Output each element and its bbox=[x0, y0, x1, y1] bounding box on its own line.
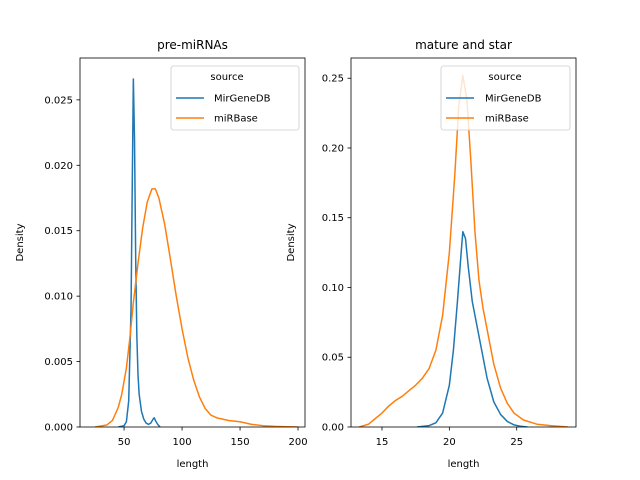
x-tick-label: 200 bbox=[288, 437, 307, 448]
x-tick-label: 20 bbox=[443, 437, 456, 448]
series-line-mirgenedb bbox=[416, 230, 528, 427]
y-axis-label: Density bbox=[286, 223, 297, 261]
legend: source MirGeneDB miRBase bbox=[440, 65, 571, 131]
y-axis-label: Density bbox=[15, 223, 26, 261]
legend-box bbox=[440, 65, 571, 131]
series-line-mirgenedb bbox=[118, 78, 161, 427]
chart-title: pre-miRNAs bbox=[157, 38, 228, 52]
x-axis-label: length bbox=[448, 459, 480, 470]
legend-label: MirGeneDB bbox=[214, 94, 271, 105]
y-tick-label: 0.020 bbox=[44, 161, 73, 172]
axes-frame bbox=[350, 57, 577, 428]
legend-label: miRBase bbox=[214, 114, 258, 125]
y-tick-label: 0.005 bbox=[44, 357, 73, 368]
y-tick-label: 0.25 bbox=[322, 74, 344, 85]
legend: source MirGeneDB miRBase bbox=[170, 65, 300, 131]
x-tick-label: 15 bbox=[376, 437, 389, 448]
legend-title: source bbox=[488, 72, 521, 83]
x-tick-label: 100 bbox=[173, 437, 192, 448]
x-tick-label: 50 bbox=[118, 437, 131, 448]
y-tick-label: 0.20 bbox=[322, 143, 344, 154]
x-tick-label: 150 bbox=[231, 437, 250, 448]
y-tick-label: 0.000 bbox=[44, 423, 73, 434]
legend-box bbox=[170, 65, 300, 131]
y-tick-label: 0.010 bbox=[44, 292, 73, 303]
legend-label: miRBase bbox=[485, 114, 529, 125]
y-tick-label: 0.05 bbox=[322, 353, 344, 364]
legend-title: source bbox=[210, 72, 243, 83]
series-line-mirbase bbox=[94, 188, 299, 427]
chart-panel-1: 50 100 150 200 0.000 0.005 0.010 0.015 0.020 0.02… bbox=[15, 38, 308, 470]
legend-label: MirGeneDB bbox=[485, 94, 542, 105]
y-tick-label: 0.015 bbox=[44, 226, 73, 237]
x-tick-label: 25 bbox=[510, 437, 523, 448]
y-tick-label: 0.025 bbox=[44, 95, 73, 106]
y-tick-label: 0.00 bbox=[322, 423, 344, 434]
chart-panel-2: 15 20 25 0.00 0.05 0.10 0.15 0.20 0.25 mature and… bbox=[286, 38, 577, 470]
y-tick-label: 0.10 bbox=[322, 283, 344, 294]
x-axis-label: length bbox=[177, 459, 209, 470]
chart-title: mature and star bbox=[415, 38, 512, 52]
axes-frame bbox=[79, 57, 306, 428]
y-tick-label: 0.15 bbox=[322, 213, 344, 224]
